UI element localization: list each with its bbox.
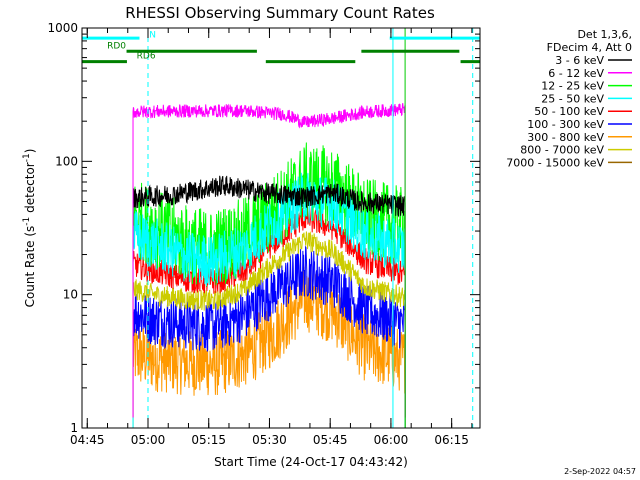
- legend-label-4: 50 - 100 keV: [534, 105, 604, 118]
- legend-label-5: 100 - 300 keV: [527, 118, 604, 131]
- segment-label-0: N: [149, 30, 156, 40]
- series-line-7: [132, 231, 406, 428]
- y-label-sup-1: -1: [22, 217, 32, 226]
- y-label-main: Count Rate (s: [23, 226, 37, 308]
- legend-label-2: 12 - 25 keV: [541, 80, 604, 93]
- annotation-layer: N RD0 RD6: [81, 28, 480, 428]
- y-label-sup-2: -1: [22, 153, 32, 162]
- legend-label-1: 6 - 12 keV: [548, 67, 604, 80]
- legend-label-0: 3 - 6 keV: [555, 54, 604, 67]
- y-tick-label-1: 10: [63, 288, 78, 302]
- plot-frame: [81, 27, 481, 429]
- y-label-end: ): [23, 149, 37, 154]
- x-tick-label-5: 06:00: [374, 433, 409, 447]
- x-tick-label-1: 05:00: [131, 433, 166, 447]
- series-line-1: [132, 103, 406, 418]
- legend-label-3: 25 - 50 keV: [541, 92, 604, 105]
- y-axis-label: Count Rate (s-1 detector-1): [22, 149, 37, 308]
- footer-date: 2-Sep-2022 04:57: [564, 467, 636, 476]
- segment-label-2: RD6: [137, 52, 156, 62]
- x-tick-label-0: 04:45: [70, 433, 105, 447]
- x-tick-label-4: 05:45: [313, 433, 348, 447]
- series-line-6: [132, 266, 406, 428]
- y-tick-label-2: 100: [55, 154, 78, 168]
- y-tick-label-0: 1: [70, 421, 78, 435]
- y-tick-label-3: 1000: [47, 21, 78, 35]
- legend-label-7: 800 - 7000 keV: [520, 144, 604, 157]
- y-label-mid: detector: [23, 162, 37, 217]
- x-axis-label: Start Time (24-Oct-17 04:43:42): [214, 455, 408, 469]
- chart-title: RHESSI Observing Summary Count Rates: [125, 4, 435, 22]
- x-tick-label-6: 06:15: [434, 433, 469, 447]
- segment-label-1: RD0: [107, 42, 126, 52]
- x-tick-label-2: 05:15: [191, 433, 226, 447]
- series-line-4: [132, 205, 406, 428]
- legend-label-8: 7000 - 15000 keV: [506, 156, 604, 169]
- series-line-0: [132, 175, 406, 418]
- x-tick-label-3: 05:30: [252, 433, 287, 447]
- series-line-3: [132, 172, 406, 428]
- legend-header-1: Det 1,3,6,: [577, 28, 632, 41]
- legend-label-6: 300 - 800 keV: [527, 131, 604, 144]
- legend-header-2: FDecim 4, Att 0: [547, 41, 632, 54]
- plot-area: [132, 103, 406, 428]
- axes: 04:45 05:00 05:15 05:30 05:45 06:00 06:15 1 10 10…: [47, 21, 480, 447]
